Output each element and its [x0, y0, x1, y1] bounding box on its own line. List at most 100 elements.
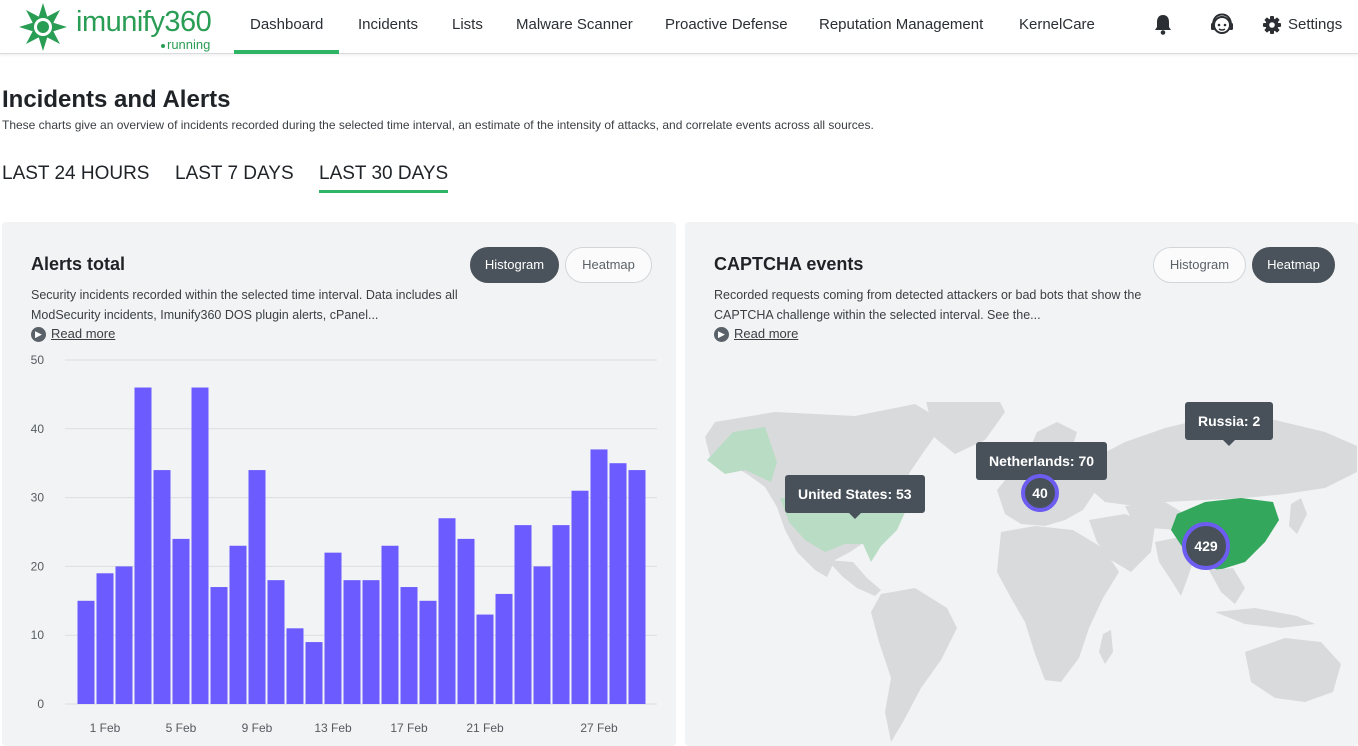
bar[interactable] [495, 593, 513, 704]
bar[interactable] [286, 628, 304, 704]
page-title: Incidents and Alerts [2, 86, 231, 113]
chevron-right-icon: ▶ [31, 327, 46, 342]
status-dot [161, 43, 165, 48]
bar[interactable] [590, 449, 608, 704]
imunify360-logo[interactable]: imunify360 running [16, 2, 226, 52]
cluster-marker-china[interactable]: 429 [1182, 522, 1230, 570]
world-heatmap[interactable] [685, 402, 1358, 746]
bar[interactable] [628, 470, 646, 704]
nav-incidents[interactable]: Incidents [358, 16, 419, 33]
x-axis-tick-label: 27 Feb [580, 721, 618, 735]
tab-last-7-days[interactable]: LAST 7 DAYS [175, 163, 294, 184]
y-axis-tick-label: 20 [31, 559, 45, 573]
bar[interactable] [115, 566, 133, 704]
bar[interactable] [457, 538, 475, 704]
bar[interactable] [533, 566, 551, 704]
bar[interactable] [609, 463, 627, 704]
greenland-shape[interactable] [925, 402, 1005, 454]
bar[interactable] [324, 552, 342, 704]
nav-malware-scanner[interactable]: Malware Scanner [516, 16, 633, 33]
heatmap-toggle-button[interactable]: Heatmap [1252, 247, 1335, 283]
captcha-read-more-link[interactable]: ▶ Read more [714, 326, 799, 342]
tooltip-russia: Russia: 2 [1185, 402, 1274, 446]
x-axis-tick-label: 21 Feb [466, 721, 504, 735]
bar[interactable] [134, 387, 152, 704]
bar[interactable] [419, 600, 437, 704]
heatmap-toggle-button[interactable]: Heatmap [565, 247, 652, 283]
bar[interactable] [267, 580, 285, 704]
central-asia-shape[interactable] [1125, 502, 1185, 530]
x-axis-tick-label: 17 Feb [390, 721, 428, 735]
bar[interactable] [229, 545, 247, 704]
madagascar-shape[interactable] [1099, 630, 1113, 664]
logo-text: imunify360 [76, 6, 212, 38]
nav-reputation-management[interactable]: Reputation Management [819, 16, 984, 33]
nav-proactive-defense[interactable]: Proactive Defense [665, 16, 788, 33]
histogram-toggle-button[interactable]: Histogram [470, 247, 559, 283]
top-navigation-bar: imunify360 running Dashboard Incidents L… [0, 0, 1358, 54]
read-more-label: Read more [734, 326, 799, 341]
australia-shape[interactable] [1245, 638, 1341, 702]
bar[interactable] [571, 490, 589, 704]
bell-icon[interactable] [1150, 12, 1176, 38]
histogram-toggle-button[interactable]: Histogram [1153, 247, 1246, 283]
tooltip-netherlands: Netherlands: 70 [976, 442, 1108, 486]
y-axis-tick-label: 10 [31, 628, 45, 642]
bar[interactable] [153, 470, 171, 704]
bar[interactable] [514, 525, 532, 704]
cluster-marker-europe[interactable]: 40 [1021, 474, 1059, 512]
settings-label: Settings [1288, 16, 1343, 33]
bar[interactable] [400, 587, 418, 704]
x-axis-tick-label: 9 Feb [242, 721, 273, 735]
x-axis-tick-label: 13 Feb [314, 721, 352, 735]
captcha-events-card: CAPTCHA events Histogram Heatmap Recorde… [685, 222, 1358, 746]
middle-east-shape[interactable] [1089, 514, 1155, 572]
support-agent-icon[interactable] [1209, 12, 1235, 38]
bar[interactable] [343, 580, 361, 704]
nav-dashboard[interactable]: Dashboard [233, 0, 340, 54]
bar[interactable] [210, 587, 228, 704]
status-indicator: running [161, 37, 210, 52]
nav-lists[interactable]: Lists [452, 16, 483, 33]
bar[interactable] [172, 538, 190, 704]
bar[interactable] [438, 518, 456, 704]
x-axis-tick-label: 5 Feb [166, 721, 197, 735]
y-axis-tick-label: 0 [37, 697, 44, 711]
alerts-total-card: Alerts total Histogram Heatmap Security … [2, 222, 676, 746]
bar[interactable] [77, 600, 95, 704]
y-axis-tick-label: 40 [31, 422, 45, 436]
russia-shape[interactable] [1083, 416, 1357, 506]
bar[interactable] [305, 642, 323, 704]
tab-last-24-hours[interactable]: LAST 24 HOURS [2, 163, 150, 184]
bar[interactable] [191, 387, 209, 704]
tab-last-30-days[interactable]: LAST 30 DAYS [319, 163, 449, 193]
bar[interactable] [552, 525, 570, 704]
bar[interactable] [96, 573, 114, 704]
page-subtitle: These charts give an overview of inciden… [2, 118, 874, 132]
bar[interactable] [381, 545, 399, 704]
nav-kernelcare[interactable]: KernelCare [1019, 16, 1095, 33]
tooltip-united-states: United States: 53 [785, 475, 925, 519]
y-axis-tick-label: 50 [31, 353, 45, 367]
captcha-card-description: Recorded requests coming from detected a… [714, 288, 1142, 322]
captcha-card-title: CAPTCHA events [714, 254, 864, 274]
japan-shape[interactable] [1289, 498, 1307, 534]
status-text: running [167, 37, 211, 52]
read-more-label: Read more [51, 326, 116, 341]
x-axis-tick-label: 1 Feb [90, 721, 121, 735]
bar[interactable] [362, 580, 380, 704]
usa-shape[interactable] [780, 498, 907, 562]
alaska-shape[interactable] [707, 427, 777, 482]
alerts-card-title: Alerts total [31, 254, 126, 274]
gear-icon [1263, 16, 1281, 34]
bar[interactable] [476, 614, 494, 704]
southeast-asia-shape[interactable] [1209, 568, 1245, 604]
central-america-shape[interactable] [827, 560, 881, 596]
imunify-star-icon [19, 3, 67, 51]
south-america-shape[interactable] [871, 588, 957, 742]
alerts-card-description: Security incidents recorded within the s… [31, 288, 458, 322]
indonesia-shape[interactable] [1215, 608, 1315, 628]
bar[interactable] [248, 470, 266, 704]
africa-shape[interactable] [997, 526, 1119, 682]
alerts-read-more-link[interactable]: ▶ Read more [31, 326, 116, 342]
